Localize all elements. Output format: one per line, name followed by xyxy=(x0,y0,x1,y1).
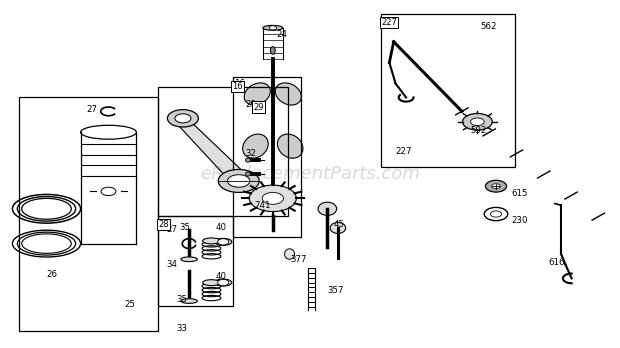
Text: 33: 33 xyxy=(177,324,188,333)
Ellipse shape xyxy=(215,238,232,245)
Text: 40: 40 xyxy=(216,223,227,232)
Circle shape xyxy=(218,279,229,286)
Text: 34: 34 xyxy=(166,260,177,269)
Text: 28: 28 xyxy=(158,220,169,229)
Text: 16: 16 xyxy=(232,82,243,91)
Ellipse shape xyxy=(275,83,301,105)
Text: 741: 741 xyxy=(254,201,271,210)
Ellipse shape xyxy=(246,158,250,162)
Text: 562: 562 xyxy=(480,22,497,31)
Text: 230: 230 xyxy=(512,216,528,226)
Circle shape xyxy=(463,113,492,130)
Text: 27: 27 xyxy=(166,225,177,234)
Ellipse shape xyxy=(318,202,337,215)
Text: 35: 35 xyxy=(177,295,188,304)
Polygon shape xyxy=(177,118,251,184)
Ellipse shape xyxy=(270,47,275,54)
Ellipse shape xyxy=(244,83,270,105)
Text: 40: 40 xyxy=(216,272,227,281)
Circle shape xyxy=(218,169,259,192)
Circle shape xyxy=(269,26,277,30)
Circle shape xyxy=(249,185,296,212)
Ellipse shape xyxy=(203,238,220,244)
Text: 35: 35 xyxy=(180,223,191,232)
Ellipse shape xyxy=(242,134,268,158)
Text: eReplacementParts.com: eReplacementParts.com xyxy=(200,165,420,183)
Circle shape xyxy=(175,114,191,123)
Circle shape xyxy=(262,192,283,204)
Text: 16: 16 xyxy=(234,79,246,88)
Text: 227: 227 xyxy=(396,147,412,156)
Text: 592: 592 xyxy=(470,126,486,135)
Ellipse shape xyxy=(285,249,294,259)
Text: 29: 29 xyxy=(253,103,264,112)
Text: 27: 27 xyxy=(87,105,98,114)
Text: 377: 377 xyxy=(290,255,307,264)
Text: 32: 32 xyxy=(245,149,256,158)
Circle shape xyxy=(492,184,500,189)
Ellipse shape xyxy=(330,222,346,234)
Ellipse shape xyxy=(215,279,232,286)
Text: 45: 45 xyxy=(334,220,345,229)
Text: 227: 227 xyxy=(381,18,397,27)
Ellipse shape xyxy=(277,134,303,158)
Ellipse shape xyxy=(181,257,197,262)
Ellipse shape xyxy=(263,25,283,30)
Text: 357: 357 xyxy=(327,286,344,295)
Text: 615: 615 xyxy=(512,189,528,198)
Circle shape xyxy=(228,175,250,187)
Circle shape xyxy=(485,180,507,192)
Ellipse shape xyxy=(203,280,220,286)
Circle shape xyxy=(167,110,198,127)
Text: 26: 26 xyxy=(46,270,58,279)
Ellipse shape xyxy=(246,172,250,176)
Ellipse shape xyxy=(181,299,197,303)
Circle shape xyxy=(218,239,229,245)
Text: 616: 616 xyxy=(549,258,565,267)
Circle shape xyxy=(471,118,484,126)
Text: 25: 25 xyxy=(124,300,135,309)
Text: 24: 24 xyxy=(276,30,287,39)
Text: 29: 29 xyxy=(245,100,256,109)
